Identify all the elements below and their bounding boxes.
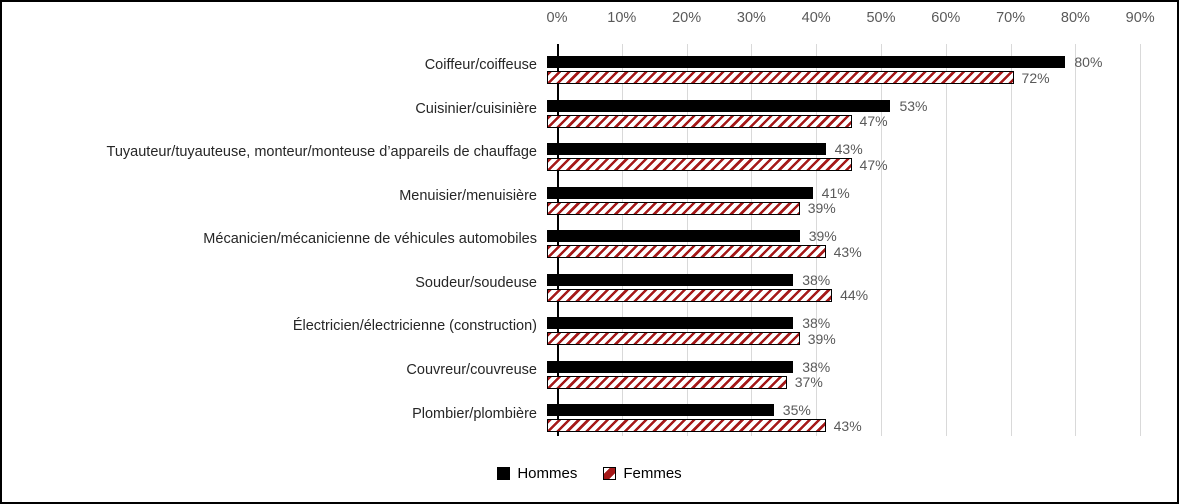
femmes-value-label: 43% [833, 417, 862, 434]
legend-label-hommes: Hommes [517, 464, 578, 482]
category-row: Électricien/électricienne (construction)… [2, 305, 1151, 349]
hommes-value-label: 38% [802, 315, 831, 332]
bar-pair: 35% 43% [547, 392, 1151, 436]
femmes-bar: 39% [547, 200, 836, 216]
x-axis-tick-label: 30% [736, 10, 766, 26]
category-row: Soudeur/soudeuse 38% 44% [2, 262, 1151, 306]
hommes-value-label: 43% [834, 141, 863, 158]
category-label: Plombier/plombière [412, 405, 537, 422]
femmes-value-label: 43% [833, 243, 862, 260]
x-axis-tick-label: 40% [801, 10, 831, 26]
bar-pair: 41% 39% [547, 175, 1151, 219]
category-rows: Coiffeur/coiffeuse 80% 72% Cuisinier/cuisin… [2, 44, 1151, 436]
bar-pair: 39% 43% [547, 218, 1151, 262]
hommes-bar: 80% [547, 54, 1102, 70]
category-row: Couvreur/couvreuse 38% 37% [2, 349, 1151, 393]
legend-label-femmes: Femmes [623, 464, 682, 482]
bar-pair: 38% 39% [547, 305, 1151, 349]
category-row: Tuyauteur/tuyauteuse, monteur/monteuse d… [2, 131, 1151, 175]
category-label: Coiffeur/coiffeuse [424, 57, 537, 74]
hommes-bar: 38% [547, 315, 830, 331]
hommes-bar: 43% [547, 141, 863, 157]
femmes-value-label: 47% [859, 156, 888, 173]
femmes-value-label: 72% [1021, 69, 1050, 86]
legend-item-hommes: Hommes [497, 465, 577, 482]
gridline [816, 44, 818, 436]
category-label: Électricien/électricienne (construction) [292, 318, 537, 335]
x-axis-tick-label: 10% [607, 10, 637, 26]
gridline [945, 44, 947, 436]
hommes-value-label: 38% [802, 271, 831, 288]
category-label: Cuisinier/cuisinière [415, 100, 537, 117]
femmes-bar: 39% [547, 331, 836, 347]
category-row: Mécanicien/mécanicienne de véhicules aut… [2, 218, 1151, 262]
femmes-bar: 47% [547, 113, 888, 129]
bar-pair: 53% 47% [547, 88, 1151, 132]
legend-swatch-femmes-icon [603, 466, 617, 480]
category-label: Menuisier/menuisière [399, 187, 537, 204]
femmes-bar: 43% [547, 244, 862, 260]
gridline [1010, 44, 1012, 436]
hommes-value-label: 38% [802, 358, 831, 375]
bar-pair: 38% 44% [547, 262, 1151, 306]
hommes-value-label: 41% [821, 184, 850, 201]
hommes-value-label: 53% [899, 97, 928, 114]
x-axis-tick-label: 50% [866, 10, 896, 26]
x-axis-tick-label: 0% [546, 10, 568, 26]
bar-pair: 43% 47% [547, 131, 1151, 175]
legend: Hommes Femmes [2, 460, 1177, 486]
femmes-value-label: 39% [807, 200, 836, 217]
x-axis-ticks: 0% 10% 20% 30% 40% 50% 60% 70% 80% 90% [547, 10, 1155, 32]
hommes-bar: 41% [547, 185, 850, 201]
gridline [881, 44, 882, 436]
category-label: Mécanicien/mécanicienne de véhicules aut… [203, 231, 537, 248]
category-row: Cuisinier/cuisinière 53% 47% [2, 88, 1151, 132]
femmes-bar: 44% [547, 287, 868, 303]
femmes-value-label: 47% [859, 113, 888, 130]
x-axis-tick-label: 80% [1060, 10, 1090, 26]
x-axis-tick-label: 70% [996, 10, 1026, 26]
femmes-bar: 47% [547, 157, 888, 173]
hommes-bar: 38% [547, 359, 830, 375]
legend-item-femmes: Femmes [603, 464, 682, 482]
hommes-bar: 53% [547, 98, 927, 114]
hommes-bar: 35% [547, 402, 811, 418]
category-row: Menuisier/menuisière 41% 39% [2, 175, 1151, 219]
hommes-bar: 39% [547, 228, 837, 244]
category-label: Tuyauteur/tuyauteuse, monteur/monteuse d… [106, 144, 537, 161]
femmes-bar: 37% [547, 374, 823, 390]
hommes-value-label: 35% [782, 402, 811, 419]
femmes-bar: 72% [547, 70, 1050, 86]
hommes-bar: 38% [547, 272, 830, 288]
femmes-bar: 43% [547, 418, 862, 434]
x-axis-tick-label: 20% [672, 10, 702, 26]
category-label: Soudeur/soudeuse [415, 274, 537, 291]
category-label: Couvreur/couvreuse [406, 361, 537, 378]
femmes-value-label: 37% [794, 374, 823, 391]
femmes-value-label: 44% [840, 287, 869, 304]
hommes-value-label: 39% [808, 228, 837, 245]
bar-pair: 80% 72% [547, 44, 1151, 88]
gridline [1140, 44, 1142, 436]
femmes-value-label: 39% [807, 330, 836, 347]
x-axis-tick-label: 90% [1125, 10, 1155, 26]
x-axis-tick-label: 60% [931, 10, 961, 26]
category-row: Coiffeur/coiffeuse 80% 72% [2, 44, 1151, 88]
hommes-value-label: 80% [1074, 54, 1103, 70]
gridline [1075, 44, 1077, 436]
bar-pair: 38% 37% [547, 349, 1151, 393]
category-row: Plombier/plombière 35% 43% [2, 392, 1151, 436]
legend-swatch-hommes-icon [497, 466, 511, 480]
